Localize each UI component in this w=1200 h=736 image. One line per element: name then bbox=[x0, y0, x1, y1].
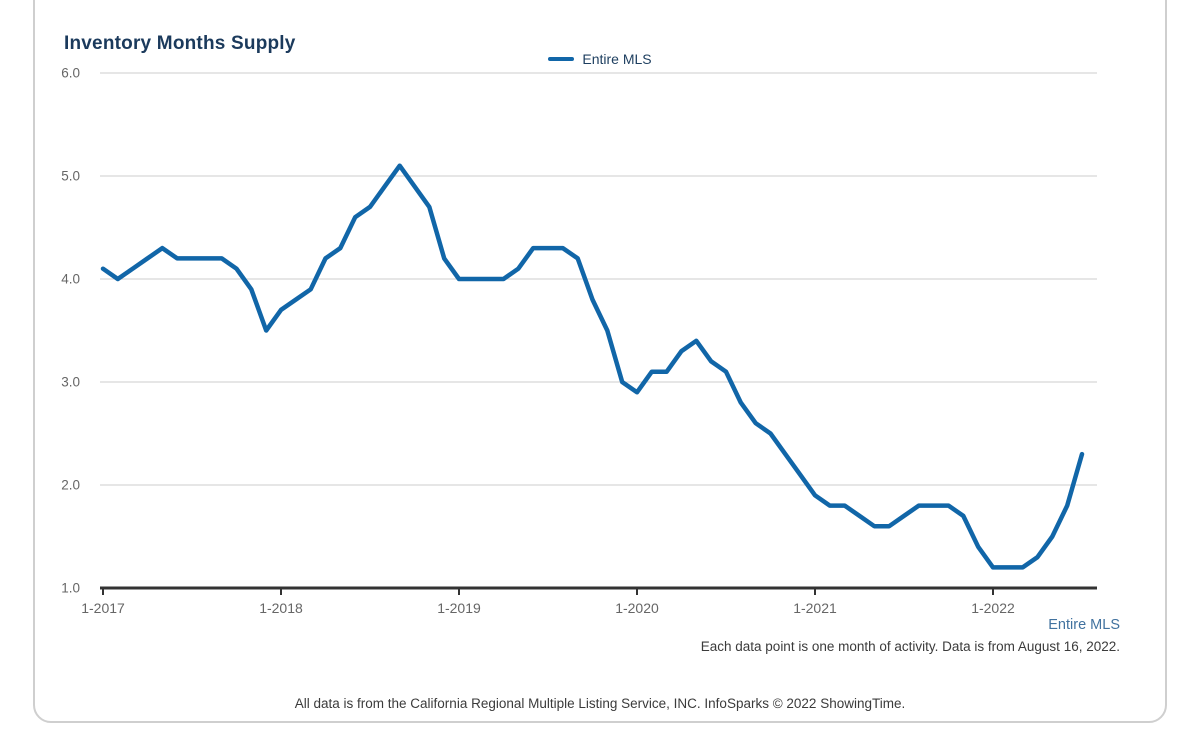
svg-text:1-2020: 1-2020 bbox=[615, 600, 659, 616]
data-note: Each data point is one month of activity… bbox=[700, 639, 1120, 654]
svg-text:2.0: 2.0 bbox=[61, 478, 80, 493]
svg-text:1-2018: 1-2018 bbox=[259, 600, 303, 616]
svg-text:1-2021: 1-2021 bbox=[793, 600, 837, 616]
legend-label: Entire MLS bbox=[582, 51, 652, 67]
attribution-text: All data is from the California Regional… bbox=[294, 696, 906, 711]
svg-text:5.0: 5.0 bbox=[61, 169, 80, 184]
legend-line-swatch bbox=[548, 57, 575, 61]
svg-text:6.0: 6.0 bbox=[61, 66, 80, 81]
svg-text:1-2017: 1-2017 bbox=[81, 600, 125, 616]
legend: Entire MLS bbox=[0, 51, 1200, 67]
svg-text:3.0: 3.0 bbox=[61, 375, 80, 390]
svg-text:1.0: 1.0 bbox=[61, 581, 80, 596]
chart-title: Inventory Months Supply bbox=[64, 32, 296, 54]
svg-text:1-2022: 1-2022 bbox=[971, 600, 1015, 616]
svg-text:1-2019: 1-2019 bbox=[437, 600, 481, 616]
svg-text:4.0: 4.0 bbox=[61, 272, 80, 287]
series-footnote-label[interactable]: Entire MLS bbox=[1048, 617, 1120, 633]
